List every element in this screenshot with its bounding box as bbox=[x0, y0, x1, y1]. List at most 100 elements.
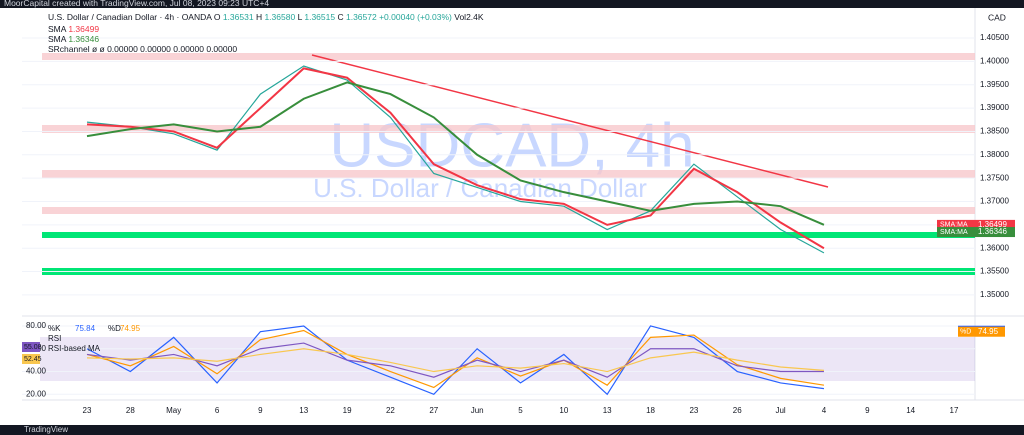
y-tick-label: 1.38500 bbox=[980, 127, 1009, 136]
legend-name: RSI bbox=[48, 334, 61, 343]
ohlc: O 1.36531 H 1.36580 L 1.36515 C 1.36572 bbox=[214, 12, 379, 22]
x-tick-label: 26 bbox=[733, 406, 742, 415]
x-tick-label: May bbox=[166, 406, 181, 415]
price-label-name: SMA:MA bbox=[940, 229, 968, 236]
y-tick-label: 1.40000 bbox=[980, 56, 1009, 65]
x-tick-label: 23 bbox=[689, 406, 698, 415]
price-label-name: SMA:MA bbox=[940, 222, 968, 229]
x-tick-label: 22 bbox=[386, 406, 395, 415]
series-line bbox=[86, 65, 825, 254]
indicator-name: SRchannel ø ø bbox=[48, 44, 105, 54]
x-tick-label: Jul bbox=[775, 406, 785, 415]
value-label-bg bbox=[958, 326, 975, 337]
x-tick-label: 10 bbox=[559, 406, 568, 415]
x-tick-label: 13 bbox=[299, 406, 308, 415]
symbol-row: U.S. Dollar / Canadian Dollar · 4h · OAN… bbox=[48, 12, 484, 22]
legend-value: 74.95 bbox=[120, 324, 141, 333]
indicator-value: 0.00000 0.00000 0.00000 0.00000 bbox=[107, 44, 238, 54]
ohlc-key: L bbox=[297, 12, 302, 22]
value-label-bg bbox=[22, 354, 40, 364]
ohlc-key: O bbox=[213, 12, 221, 22]
y-tick-label: 1.36000 bbox=[980, 243, 1009, 252]
x-tick-label: Jun bbox=[471, 406, 484, 415]
value-label: 74.95 bbox=[978, 327, 999, 336]
ohlc-key: C bbox=[337, 12, 344, 22]
x-tick-label: 18 bbox=[646, 406, 655, 415]
resistance-zone bbox=[42, 125, 975, 133]
indicator-row: SRchannel ø ø 0.00000 0.00000 0.00000 0.… bbox=[48, 44, 237, 54]
y-tick-label: 1.37500 bbox=[980, 173, 1009, 182]
top-note: MoorCapital created with TradingView.com… bbox=[4, 0, 270, 8]
resistance-zone bbox=[42, 53, 975, 60]
y-tick-label: 1.38000 bbox=[980, 150, 1009, 159]
ohlc-value: 1.36572 bbox=[345, 12, 377, 22]
price-label-bg bbox=[975, 219, 1015, 230]
change: +0.00040 (+0.03%) bbox=[379, 12, 452, 22]
currency: CAD bbox=[988, 12, 1006, 22]
value-label: 52.45 bbox=[24, 356, 42, 363]
y-tick-label: 1.35500 bbox=[980, 267, 1009, 276]
indicator-value: 1.36499 bbox=[68, 24, 100, 34]
x-tick-label: 28 bbox=[126, 406, 135, 415]
x-tick-label: 23 bbox=[83, 406, 92, 415]
series-line bbox=[86, 325, 825, 396]
volume: Vol2.4K bbox=[454, 12, 484, 22]
legend-name: %K bbox=[48, 324, 61, 333]
price-label-bg bbox=[937, 227, 975, 238]
y-tick-label: 40.00 bbox=[26, 367, 47, 376]
chart-background bbox=[0, 8, 1024, 425]
resistance-zone bbox=[42, 207, 975, 214]
indicator-row: SMA 1.36346 bbox=[48, 34, 237, 44]
y-tick-label: 1.37000 bbox=[980, 197, 1009, 206]
support-zone bbox=[42, 232, 975, 238]
trend-line bbox=[311, 54, 829, 188]
ohlc-value: 1.36580 bbox=[264, 12, 296, 22]
ohlc-key: H bbox=[255, 12, 263, 22]
x-tick-label: 13 bbox=[603, 406, 612, 415]
indicator-name: SMA bbox=[48, 24, 66, 34]
y-tick-label: 1.39000 bbox=[980, 103, 1009, 112]
legend-value: 75.84 bbox=[75, 324, 96, 333]
price-label: 1.36499 bbox=[978, 220, 1007, 229]
y-tick-label: 1.40500 bbox=[980, 33, 1009, 42]
y-tick-label: 80.00 bbox=[26, 321, 47, 330]
indicator-legend: SMA 1.36499 SMA 1.36346 SRchannel ø ø 0.… bbox=[48, 24, 237, 54]
value-label: 55.08 bbox=[24, 344, 42, 351]
price-label-bg bbox=[937, 219, 975, 230]
series-line bbox=[86, 81, 825, 226]
x-tick-label: 5 bbox=[518, 406, 523, 415]
legend-name: RSI-based MA bbox=[48, 344, 101, 353]
price-label: 1.36346 bbox=[978, 227, 1007, 236]
y-tick-label: 1.39500 bbox=[980, 80, 1009, 89]
x-tick-label: 4 bbox=[822, 406, 827, 415]
x-tick-label: 17 bbox=[950, 406, 959, 415]
indicator-name: SMA bbox=[48, 34, 66, 44]
footer-brand: TradingView bbox=[24, 425, 68, 434]
indicator-row: SMA 1.36499 bbox=[48, 24, 237, 34]
x-tick-label: 19 bbox=[343, 406, 352, 415]
x-tick-label: 27 bbox=[429, 406, 438, 415]
indicator-value: 1.36346 bbox=[68, 34, 100, 44]
x-tick-label: 6 bbox=[215, 406, 220, 415]
y-tick-label: 20.00 bbox=[26, 389, 47, 398]
series-line bbox=[86, 348, 824, 373]
symbol: U.S. Dollar / Canadian Dollar · 4h · OAN… bbox=[48, 12, 212, 22]
x-tick-label: 9 bbox=[865, 406, 870, 415]
y-tick-label: 1.35000 bbox=[980, 290, 1009, 299]
series-line bbox=[86, 67, 825, 250]
series-line bbox=[86, 329, 825, 389]
price-label-bg bbox=[975, 227, 1015, 238]
x-tick-label: 9 bbox=[258, 406, 263, 415]
value-label-bg bbox=[22, 342, 40, 352]
value-label-bg bbox=[975, 326, 1005, 337]
stoch-band bbox=[40, 337, 975, 381]
watermark: USDCAD, 4h bbox=[329, 111, 694, 180]
footer-bar bbox=[0, 425, 1024, 435]
ohlc-value: 1.36515 bbox=[304, 12, 336, 22]
legend-name: %D bbox=[108, 324, 121, 333]
ohlc-value: 1.36531 bbox=[222, 12, 254, 22]
value-label-name: %D bbox=[960, 329, 971, 336]
x-tick-label: 14 bbox=[906, 406, 915, 415]
